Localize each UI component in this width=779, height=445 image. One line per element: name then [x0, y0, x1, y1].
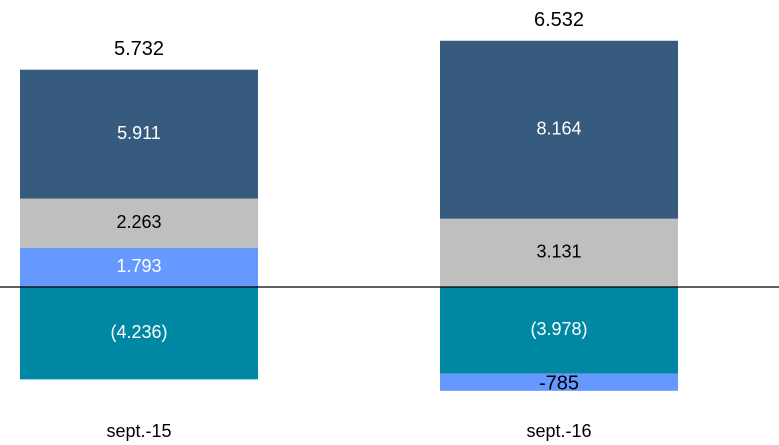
bar-segment — [20, 287, 258, 380]
value-label: 5.911 — [117, 123, 161, 143]
bar-segment — [440, 287, 678, 374]
bar-segment — [20, 69, 258, 199]
value-label: (3.978) — [530, 319, 587, 339]
value-label: 2.263 — [116, 212, 161, 232]
bar-segment — [20, 198, 258, 248]
value-label: (4.236) — [110, 322, 167, 342]
bar-segment — [440, 373, 678, 391]
total-label: 6.532 — [534, 9, 584, 31]
value-label: 8.164 — [536, 119, 581, 139]
value-label: -785 — [539, 373, 579, 395]
value-label: 1.793 — [116, 256, 161, 276]
bar-segment — [440, 218, 678, 287]
total-label: 5.732 — [114, 38, 164, 60]
bar-segment — [440, 40, 678, 219]
value-label: 3.131 — [536, 242, 581, 262]
x-tick-label: sept.-16 — [526, 421, 591, 441]
bar-segment — [20, 247, 258, 287]
x-tick-label: sept.-15 — [106, 421, 171, 441]
